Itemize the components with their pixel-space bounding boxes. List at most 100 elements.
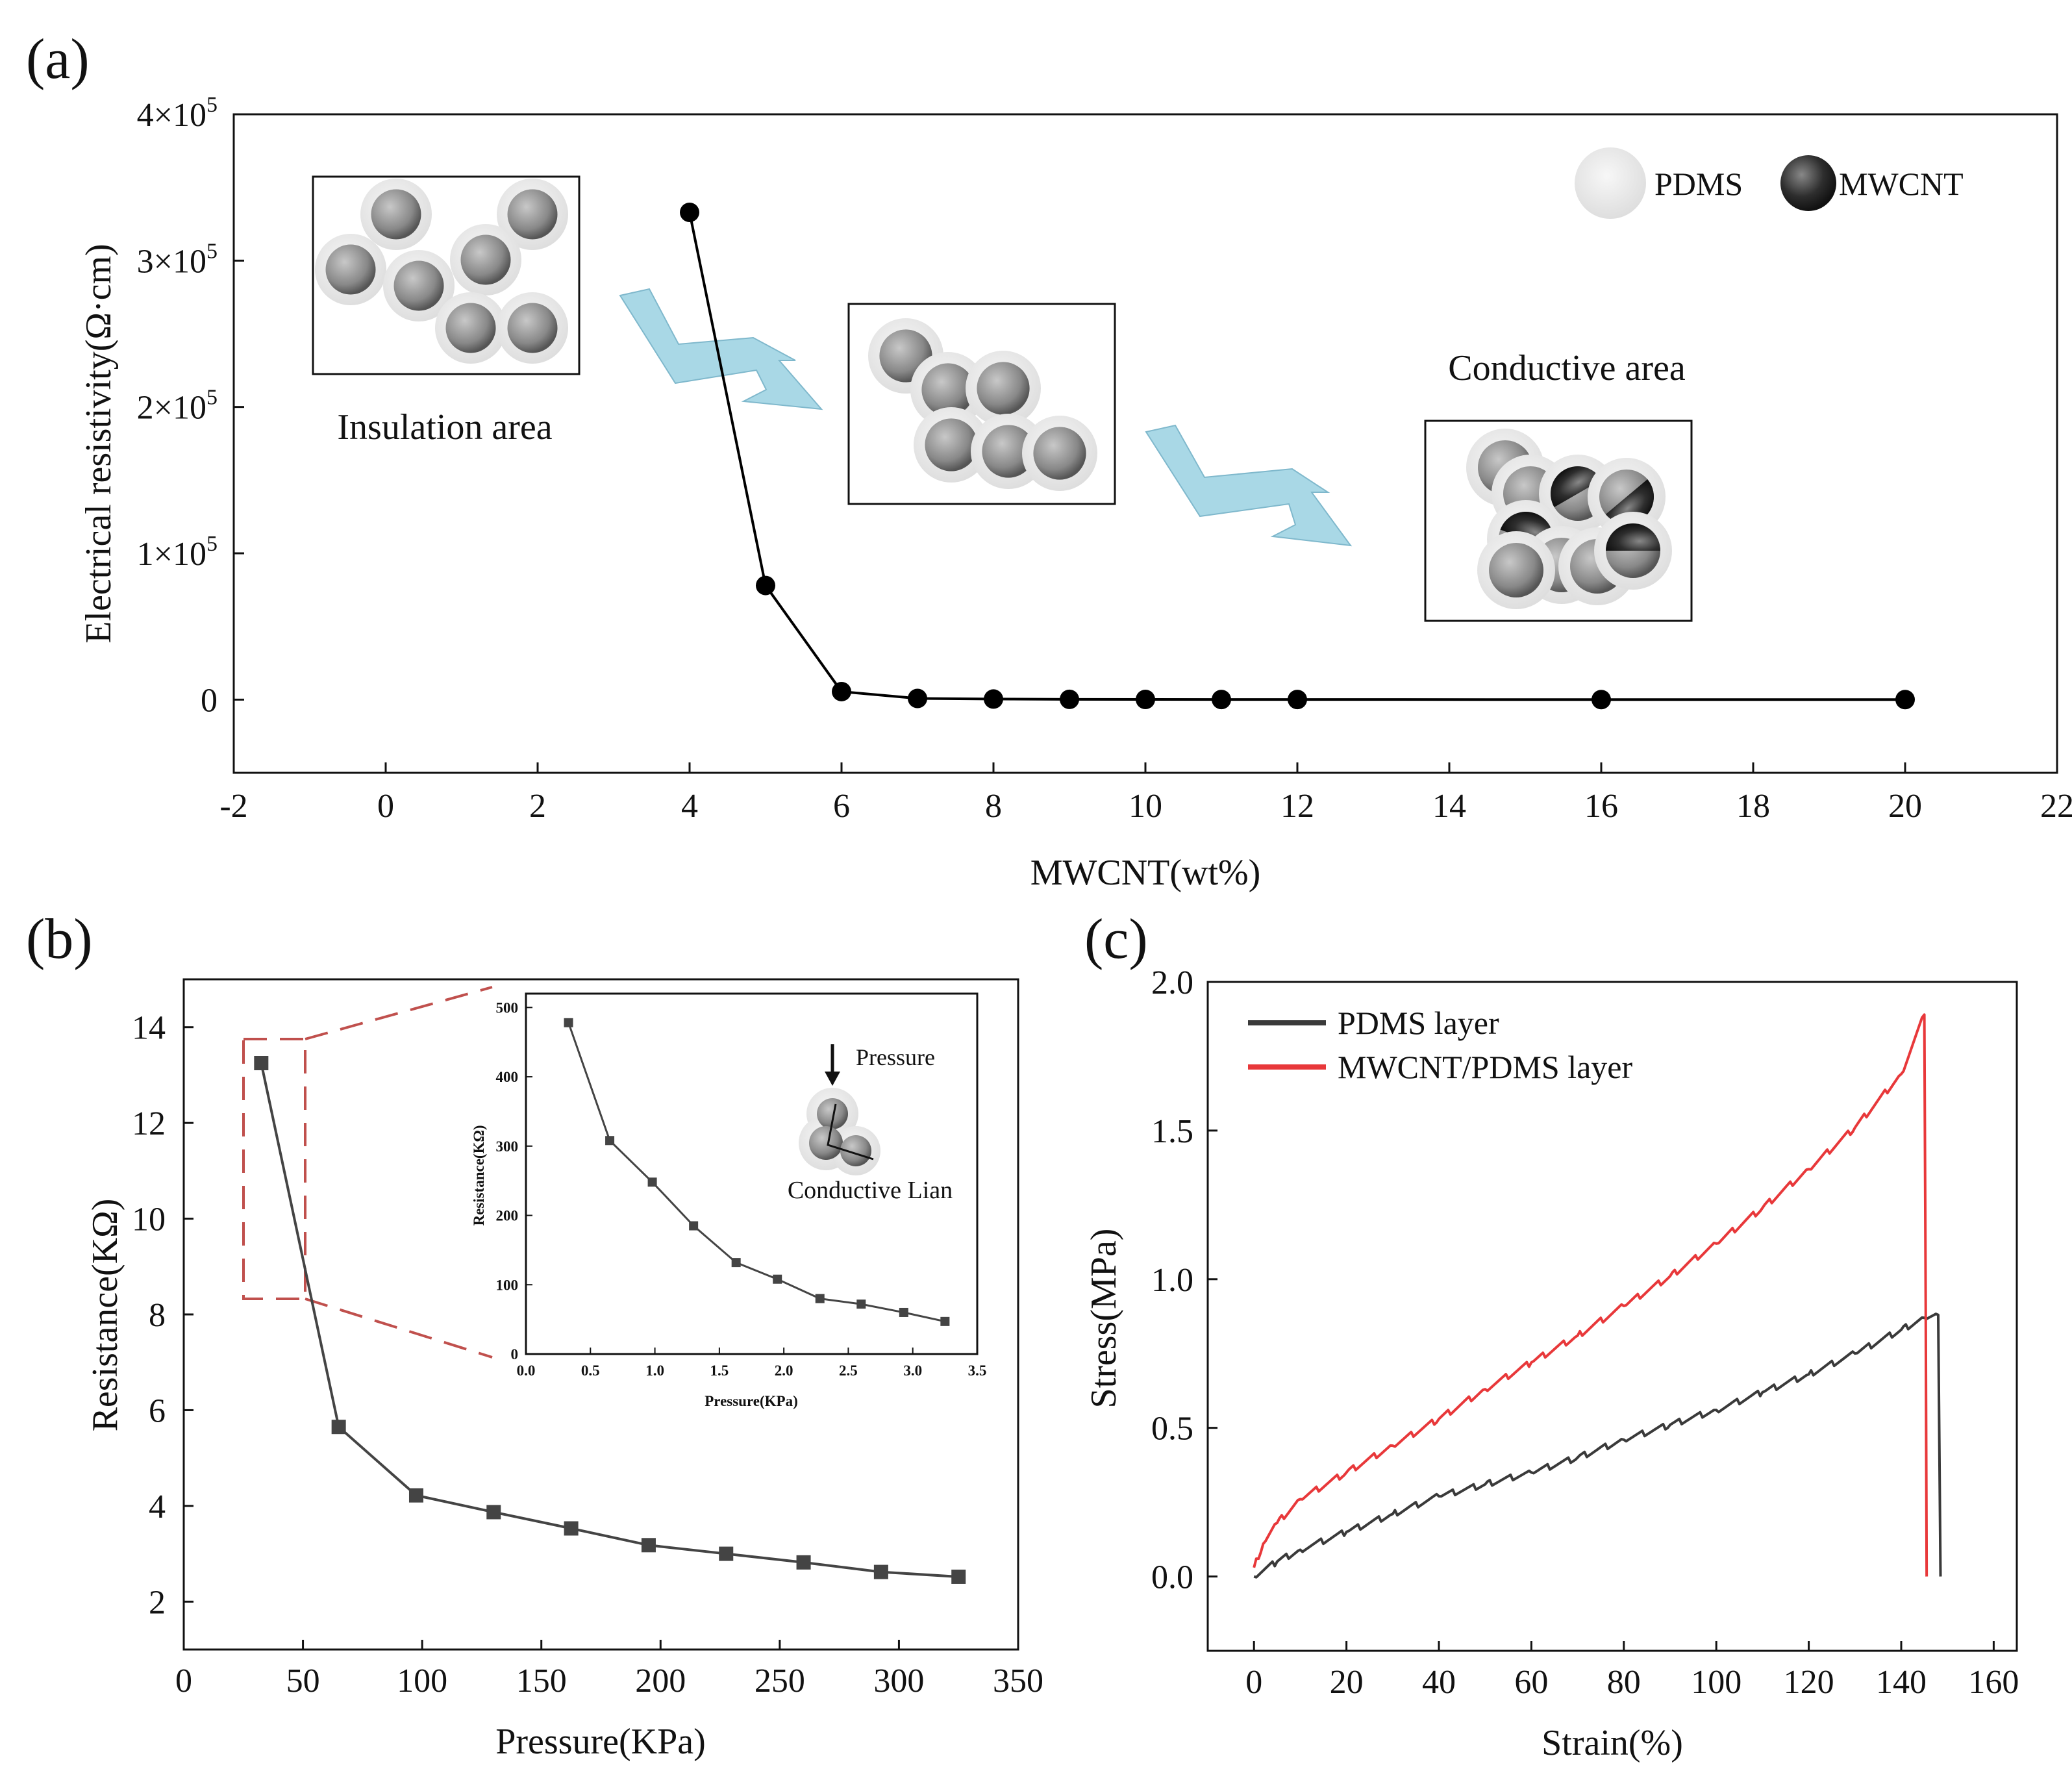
- conductive-chain-annotation: Conductive Lian: [788, 1177, 953, 1204]
- inset-xtick-label: 0.5: [581, 1362, 600, 1379]
- panel-a-ytick-label: 4×105: [137, 93, 218, 134]
- panel-b-xlabel: Pressure(KPa): [495, 1722, 705, 1762]
- inset-marker: [731, 1258, 741, 1268]
- panel-label-b: (b): [26, 908, 93, 971]
- panel-b-marker: [641, 1538, 656, 1553]
- ytick-base: 0: [201, 682, 218, 719]
- panel-b-xtick-label: 0: [175, 1663, 192, 1700]
- ytick-base: 1×10: [137, 536, 206, 573]
- conductive-chain-icon: [799, 1088, 880, 1175]
- inset-ytick-label: 0: [511, 1346, 519, 1362]
- panel-c-ytick-label: 0.0: [1151, 1559, 1193, 1596]
- panel-b-ytick-label: 8: [149, 1297, 166, 1334]
- panel-b-xtick-label: 350: [993, 1663, 1043, 1700]
- panel-b-marker: [796, 1555, 811, 1570]
- particle-core-icon: [1489, 543, 1543, 597]
- panel-c-xtick-label: 0: [1245, 1664, 1262, 1701]
- panel-b-xtick-label: 250: [755, 1663, 805, 1700]
- panel-c-xtick-label: 20: [1330, 1664, 1364, 1701]
- panel-b-ytick-label: 10: [132, 1201, 166, 1238]
- panel-a-marker: [1060, 689, 1079, 709]
- inset-ylabel: Resistance(KΩ): [471, 1125, 487, 1225]
- panel-b-chart: 0 50 100 150 200 250 300 350 2 4 6 8 10 12 14 Pressur…: [85, 978, 1043, 1762]
- particle-core-icon: [925, 418, 978, 471]
- pdms-sphere-icon: [1575, 147, 1646, 219]
- inset-marker: [815, 1294, 825, 1303]
- inset-xtick-label: 2.5: [839, 1362, 858, 1379]
- transition-arrow-icon: [619, 288, 823, 410]
- inset-xlabel: Pressure(KPa): [705, 1393, 798, 1409]
- panel-label-c: (c): [1084, 908, 1148, 971]
- panel-b-marker: [873, 1564, 888, 1579]
- panel-c-xlabel: Strain(%): [1542, 1723, 1683, 1763]
- panel-a-ytick-label: 3×105: [137, 239, 218, 280]
- panel-b-inset: 0.0 0.5 1.0 1.5 2.0 2.5 3.0 3.5 0 100 200 300 400 50…: [471, 992, 987, 1409]
- particle-core-icon: [460, 234, 511, 285]
- particle-core-icon: [921, 363, 975, 416]
- panel-b-xtick-label: 150: [516, 1663, 567, 1700]
- inset-ytick-label: 200: [496, 1208, 519, 1224]
- panel-c-legend: PDMS layer MWCNT/PDMS layer: [1248, 1005, 1633, 1085]
- panel-a-xtick-label: 12: [1280, 788, 1314, 825]
- mwcnt-cap-icon: [1551, 466, 1602, 507]
- particle-core-icon: [325, 244, 376, 295]
- panel-a-chart: -2 0 2 4 6 8 10 12 14 16 18 20 22 01×1052×1053×1054×…: [79, 93, 2072, 893]
- panel-a-xtick-label: 8: [985, 788, 1002, 825]
- panel-a-xtick-label: -2: [219, 788, 247, 825]
- panel-c-chart: 0 20 40 60 80 100 120 140 160 0.0 0.5 1.0 1.5 2.0 St…: [1084, 964, 2019, 1763]
- particle-core-icon: [393, 260, 444, 311]
- legend-pdms-layer-label: PDMS layer: [1338, 1005, 1499, 1041]
- particle-core-icon: [1033, 427, 1086, 480]
- panel-a-xtick-label: 18: [1736, 788, 1770, 825]
- inset-marker: [773, 1274, 782, 1284]
- panel-a-ytick-label: 0: [201, 682, 218, 719]
- inset-marker: [605, 1136, 615, 1146]
- panel-c-ylabel: Stress(MPa): [1084, 1229, 1124, 1409]
- mwcnt-sphere-icon: [1780, 155, 1836, 211]
- particle-core-icon: [982, 425, 1035, 478]
- panel-a-ytick-label: 2×105: [137, 386, 218, 427]
- panel-c-ytick-label: 1.5: [1151, 1113, 1193, 1150]
- panel-b-ylabel: Resistance(KΩ): [85, 1199, 125, 1432]
- panel-b-frame: [182, 978, 1019, 1651]
- particle-core-icon: [445, 303, 496, 353]
- particle-core-icon: [507, 303, 558, 353]
- ytick-exponent: 5: [206, 93, 218, 117]
- inset-xtick-label: 3.5: [968, 1362, 987, 1379]
- ytick-base: 4×10: [137, 97, 206, 134]
- ytick-exponent: 5: [206, 386, 218, 410]
- insulation-area-label: Insulation area: [337, 407, 552, 447]
- legend-pdms-label: PDMS: [1654, 166, 1743, 202]
- conductive-schematic: [1424, 420, 1693, 622]
- particle-core-icon: [977, 362, 1030, 415]
- pressure-arrowhead-icon: [825, 1072, 840, 1086]
- panel-b-marker: [254, 1056, 269, 1070]
- panel-a-legend: PDMS MWCNT: [1575, 147, 1964, 219]
- panel-a-marker: [1591, 690, 1611, 710]
- panel-b-ytick-label: 2: [149, 1584, 166, 1621]
- panel-b-ytick-label: 14: [132, 1010, 166, 1047]
- panel-a-xtick-label: 10: [1129, 788, 1162, 825]
- panel-label-a: (a): [26, 28, 90, 91]
- panel-b-ytick-label: 4: [149, 1488, 166, 1525]
- panel-a-xtick-label: 16: [1584, 788, 1618, 825]
- ytick-exponent: 5: [206, 532, 218, 556]
- panel-b-line: [260, 1062, 959, 1578]
- panel-b-xtick-label: 100: [397, 1663, 447, 1700]
- panel-a-ylabel: Electrical resistivity(Ω·cm): [79, 244, 119, 643]
- panel-c-xtick-label: 100: [1691, 1664, 1741, 1701]
- panel-b-marker: [719, 1546, 734, 1561]
- panel-c-xtick-label: 160: [1968, 1664, 2019, 1701]
- panel-b-marker: [331, 1420, 346, 1435]
- inset-marker: [899, 1307, 908, 1317]
- legend-mwcnt-label: MWCNT: [1839, 166, 1964, 202]
- inset-ytick-label: 500: [496, 999, 519, 1016]
- panel-b-marker: [951, 1569, 966, 1584]
- panel-a-marker: [984, 689, 1003, 709]
- pressure-annotation: Pressure: [856, 1044, 935, 1070]
- panel-a-xtick-label: 0: [377, 788, 394, 825]
- panel-a-xtick-label: 22: [2040, 788, 2072, 825]
- particle-core-icon: [507, 189, 558, 240]
- panel-c-xtick-label: 60: [1514, 1664, 1548, 1701]
- pdms-layer-line: [1253, 1312, 1942, 1579]
